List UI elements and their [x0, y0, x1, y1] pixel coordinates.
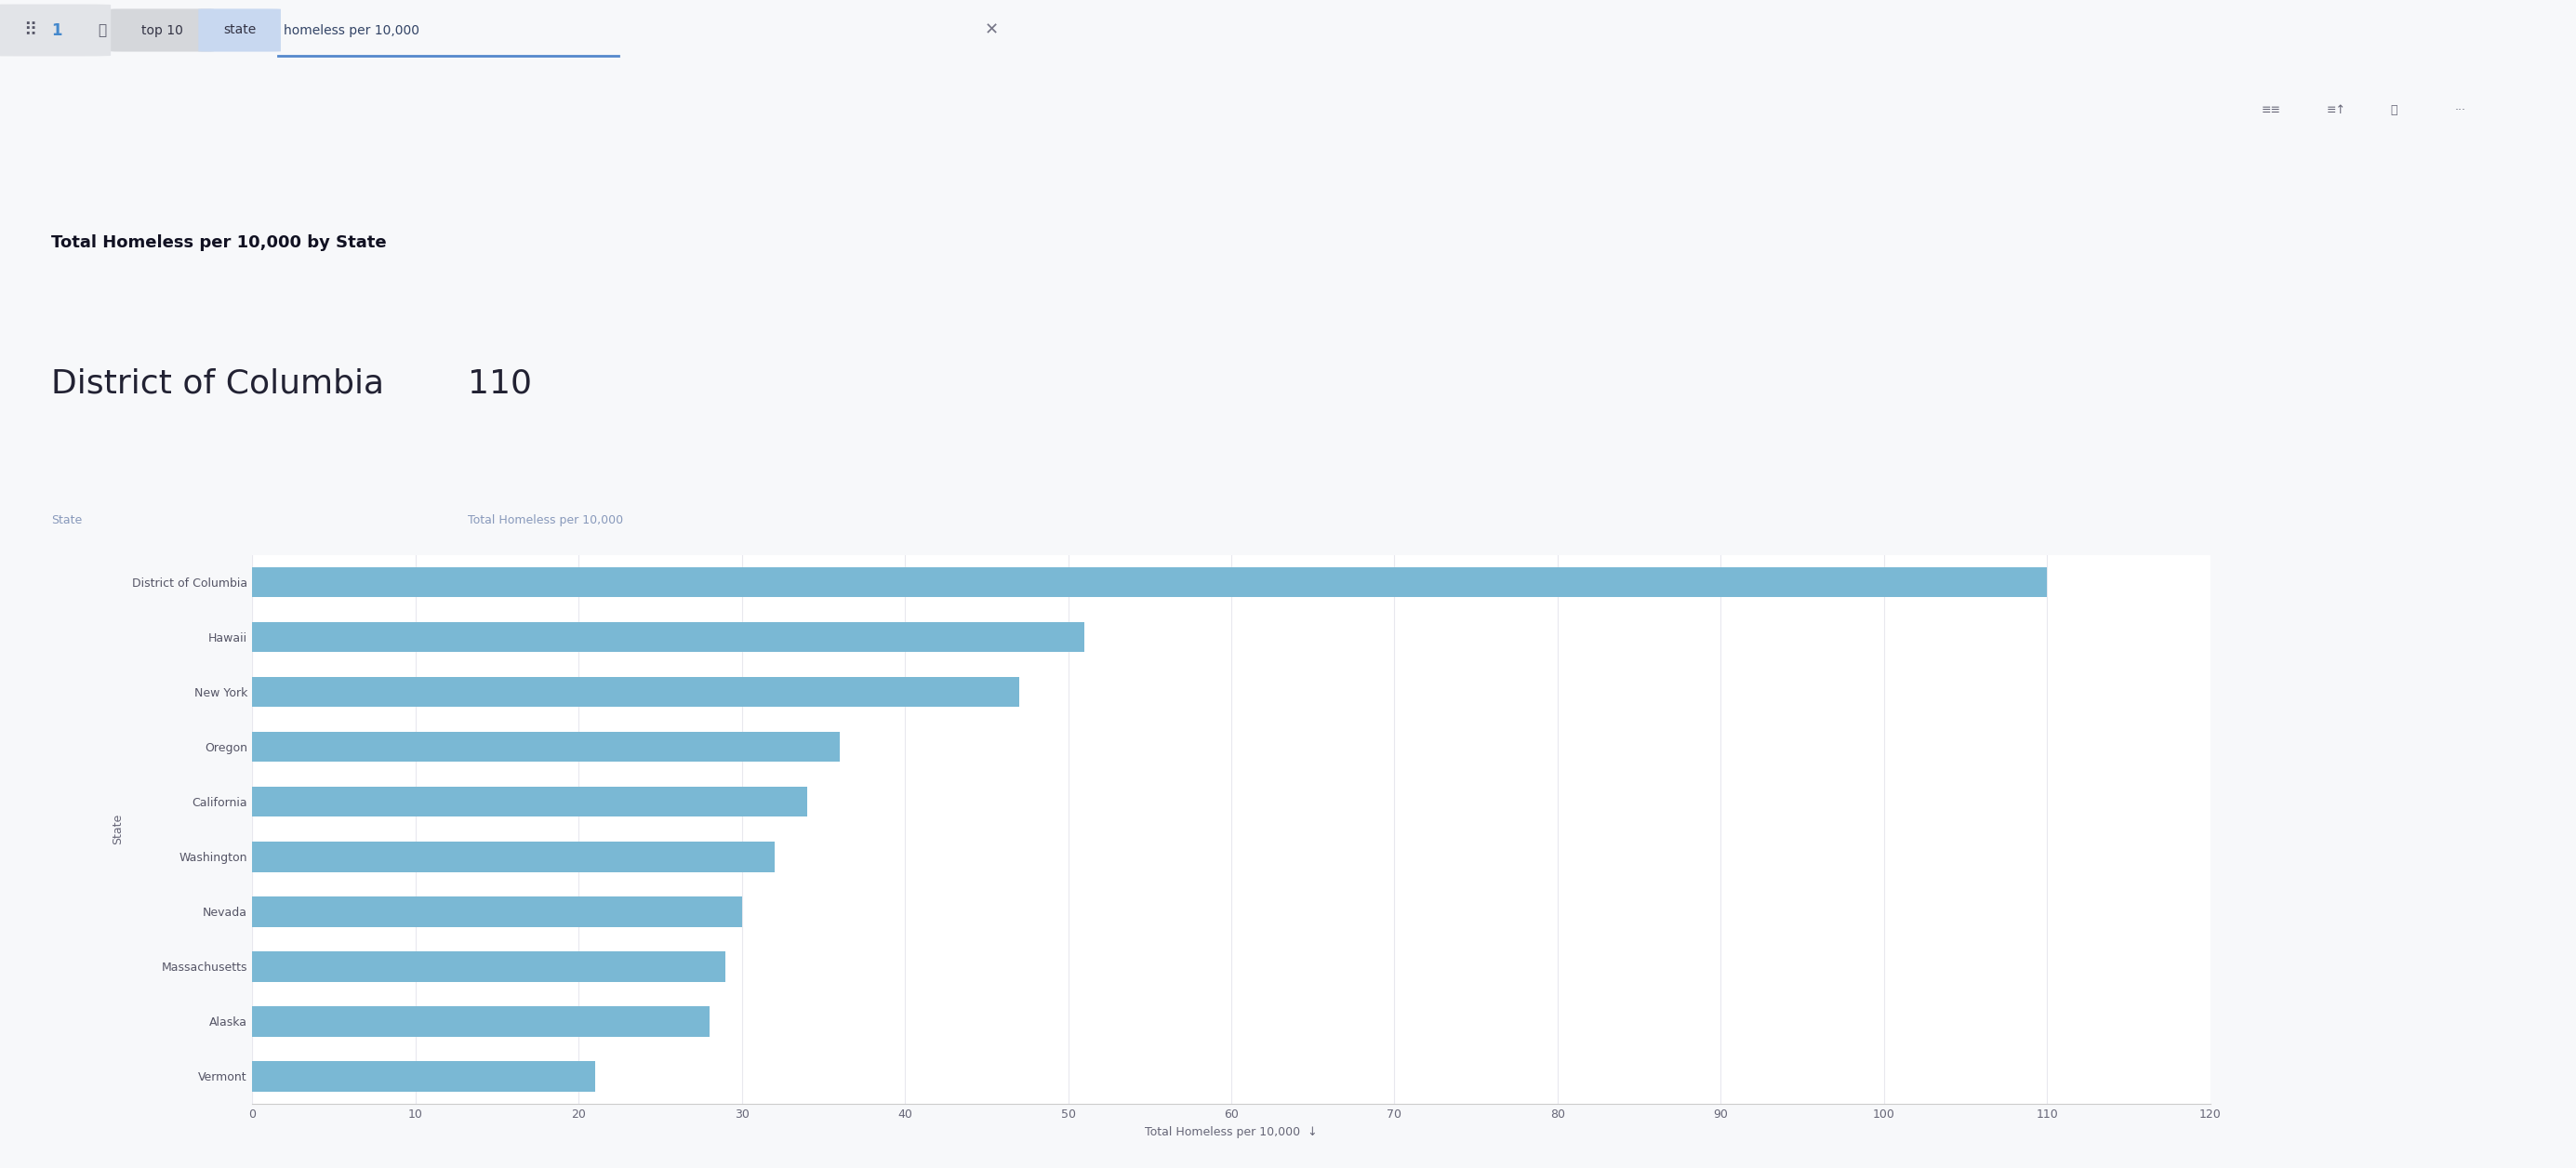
Text: 110: 110: [469, 368, 531, 399]
Bar: [252, 787, 806, 816]
Text: District of Columbia: District of Columbia: [52, 368, 384, 399]
Bar: [252, 1062, 595, 1091]
FancyBboxPatch shape: [111, 9, 214, 51]
Text: Total Homeless per 10,000 by State: Total Homeless per 10,000 by State: [52, 235, 386, 251]
Text: ⠿: ⠿: [23, 21, 36, 39]
Text: State: State: [52, 514, 82, 527]
Bar: [252, 952, 726, 981]
Text: 📌: 📌: [2391, 104, 2398, 116]
FancyBboxPatch shape: [198, 9, 281, 51]
X-axis label: Total Homeless per 10,000  ↓: Total Homeless per 10,000 ↓: [1144, 1126, 1319, 1139]
Text: state: state: [224, 23, 255, 36]
Bar: [252, 897, 742, 926]
Bar: [252, 1007, 708, 1036]
Text: ✕: ✕: [984, 22, 999, 39]
Text: top 10: top 10: [142, 23, 183, 36]
Bar: [252, 677, 1020, 707]
Bar: [252, 568, 2048, 597]
Text: ≡↑: ≡↑: [2326, 104, 2347, 116]
Text: homeless per 10,000: homeless per 10,000: [283, 23, 420, 36]
Bar: [252, 842, 775, 871]
Text: Total Homeless per 10,000: Total Homeless per 10,000: [469, 514, 623, 527]
Text: ≡≡: ≡≡: [2262, 104, 2282, 116]
Text: 🔍: 🔍: [98, 23, 106, 37]
Y-axis label: State: State: [111, 814, 124, 844]
Text: 1: 1: [52, 22, 62, 39]
Bar: [252, 732, 840, 762]
Bar: [252, 623, 1084, 652]
FancyBboxPatch shape: [0, 5, 111, 56]
Text: ···: ···: [2455, 104, 2465, 116]
